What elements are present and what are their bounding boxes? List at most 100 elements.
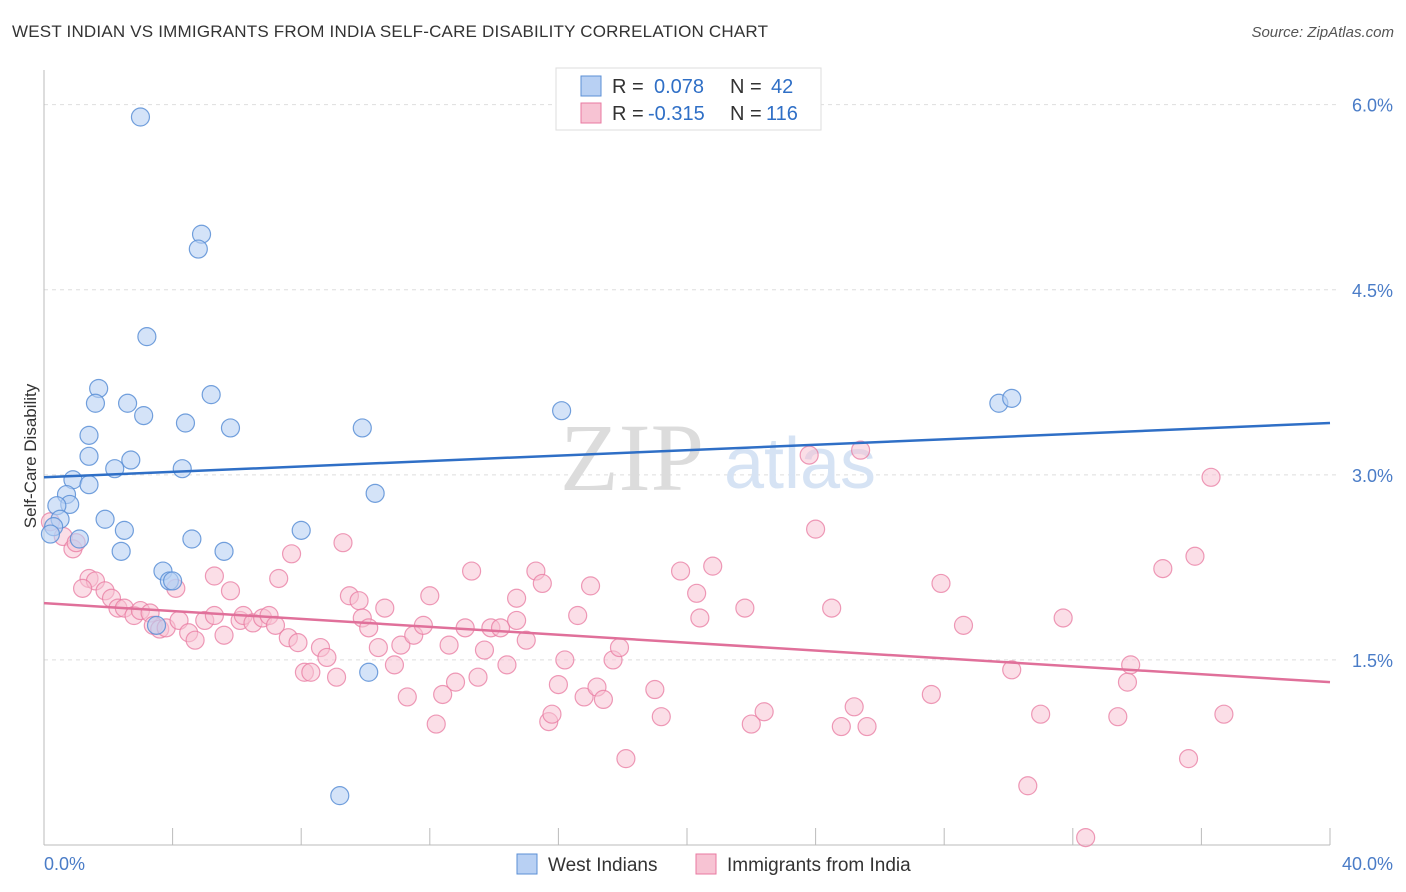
point-west-indians: [85, 393, 106, 413]
point-immigrants-from-india: [220, 581, 241, 601]
point-immigrants-from-india: [857, 716, 877, 737]
point-immigrants-from-india: [384, 655, 405, 675]
point-immigrants-from-india: [301, 662, 321, 682]
point-immigrants-from-india: [397, 687, 417, 707]
point-immigrants-from-india: [703, 556, 723, 576]
point-immigrants-from-india: [931, 573, 951, 594]
point-west-indians: [359, 662, 379, 682]
point-immigrants-from-india: [420, 586, 440, 606]
watermark-zip: ZIP: [560, 404, 704, 511]
point-immigrants-from-india: [204, 566, 224, 586]
point-immigrants-from-india: [391, 635, 411, 655]
series-immigrants-from-india: [40, 440, 1234, 848]
watermark: ZIP atlas: [560, 404, 876, 511]
source-label: Source: ZipAtlas.com: [1251, 24, 1394, 41]
legend-r-label-1: R =: [612, 76, 644, 98]
chart-title: WEST INDIAN VS IMMIGRANTS FROM INDIA SEL…: [12, 22, 769, 41]
legend-swatch-pink: [580, 102, 602, 124]
y-tick-label: 1.5%: [1352, 651, 1393, 671]
point-immigrants-from-india: [326, 667, 347, 687]
point-immigrants-from-india: [433, 684, 453, 705]
bottom-legend-swatch-pink: [695, 853, 717, 875]
x-tick-label-max: 40.0%: [1342, 854, 1393, 874]
point-immigrants-from-india: [953, 615, 974, 635]
axes: 0.0% 40.0%: [43, 70, 1393, 874]
point-immigrants-from-india: [204, 605, 224, 626]
point-immigrants-from-india: [1031, 704, 1051, 724]
point-immigrants-from-india: [1002, 660, 1022, 680]
x-tick-label-min: 0.0%: [44, 854, 85, 874]
legend-n-value-2: 116: [766, 103, 798, 125]
point-immigrants-from-india: [72, 578, 93, 598]
point-immigrants-from-india: [921, 684, 941, 705]
point-immigrants-from-india: [1178, 749, 1199, 769]
legend-swatch-blue: [580, 75, 602, 97]
bottom-legend: West Indians Immigrants from India: [516, 853, 911, 876]
trend-lines: [43, 421, 1331, 684]
point-immigrants-from-india: [645, 679, 665, 700]
point-immigrants-from-india: [754, 702, 774, 722]
point-west-indians: [214, 541, 234, 561]
point-immigrants-from-india: [490, 618, 511, 638]
point-west-indians: [79, 446, 99, 466]
point-immigrants-from-india: [468, 667, 488, 687]
point-immigrants-from-india: [516, 630, 536, 650]
point-immigrants-from-india: [568, 605, 588, 626]
point-immigrants-from-india: [333, 533, 353, 553]
point-immigrants-from-india: [288, 633, 308, 653]
point-immigrants-from-india: [1018, 776, 1038, 796]
y-axis-label: Self-Care Disability: [21, 383, 40, 528]
point-immigrants-from-india: [574, 687, 594, 707]
point-immigrants-from-india: [439, 635, 459, 655]
point-west-indians: [201, 385, 221, 405]
bottom-legend-immigrants-from-india: Immigrants from India: [727, 855, 911, 876]
point-immigrants-from-india: [1214, 704, 1234, 724]
point-west-indians: [117, 393, 138, 413]
point-immigrants-from-india: [507, 610, 527, 631]
point-immigrants-from-india: [1185, 546, 1205, 566]
point-immigrants-from-india: [1076, 827, 1096, 848]
point-immigrants-from-india: [593, 689, 614, 710]
point-west-indians: [79, 425, 99, 445]
point-immigrants-from-india: [805, 519, 826, 539]
legend-r-label-2: R =: [612, 103, 644, 125]
point-west-indians: [137, 327, 157, 347]
point-west-indians: [188, 239, 208, 259]
point-immigrants-from-india: [735, 598, 755, 618]
point-immigrants-from-india: [1108, 707, 1128, 727]
point-west-indians: [172, 459, 192, 479]
point-immigrants-from-india: [851, 440, 871, 460]
point-west-indians: [114, 520, 134, 540]
point-west-indians: [121, 450, 141, 470]
point-immigrants-from-india: [317, 647, 337, 668]
point-immigrants-from-india: [426, 714, 446, 734]
point-west-indians: [552, 401, 572, 421]
point-immigrants-from-india: [375, 598, 395, 618]
point-west-indians: [95, 509, 115, 529]
trend-immigrants-from-india: [43, 601, 1331, 684]
bottom-legend-swatch-blue: [516, 853, 538, 875]
point-immigrants-from-india: [185, 630, 205, 650]
point-west-indians: [134, 406, 154, 426]
trend-west-indians: [43, 421, 1331, 479]
point-west-indians: [330, 786, 350, 806]
point-west-indians: [79, 475, 99, 495]
point-immigrants-from-india: [1053, 608, 1073, 628]
point-immigrants-from-india: [609, 637, 630, 658]
bottom-legend-west-indians: West Indians: [548, 855, 657, 876]
point-immigrants-from-india: [1201, 467, 1221, 487]
point-immigrants-from-india: [616, 749, 636, 769]
point-immigrants-from-india: [548, 674, 569, 695]
point-immigrants-from-india: [507, 588, 527, 608]
legend-n-label-1: N =: [730, 76, 762, 98]
point-west-indians: [365, 483, 385, 503]
point-immigrants-from-india: [651, 707, 671, 727]
point-immigrants-from-india: [497, 655, 517, 675]
point-immigrants-from-india: [580, 576, 601, 596]
point-immigrants-from-india: [690, 608, 710, 628]
point-immigrants-from-india: [461, 561, 482, 581]
legend-n-label-2: N =: [730, 103, 762, 125]
point-west-indians: [182, 529, 202, 549]
point-immigrants-from-india: [1117, 672, 1138, 692]
grid: 1.5% 3.0% 4.5% 6.0%: [44, 96, 1393, 671]
